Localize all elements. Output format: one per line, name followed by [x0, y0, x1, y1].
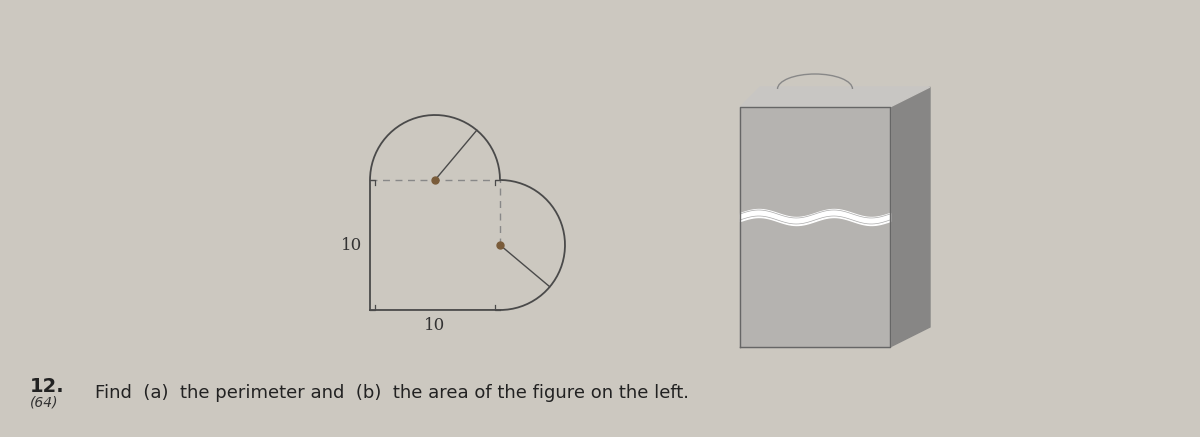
Text: 12.: 12. — [30, 378, 65, 396]
Text: 10: 10 — [425, 316, 445, 333]
Polygon shape — [890, 87, 930, 347]
Polygon shape — [740, 87, 930, 107]
Text: Find  (a)  the perimeter and  (b)  the area of the figure on the left.: Find (a) the perimeter and (b) the area … — [95, 384, 689, 402]
Text: (64): (64) — [30, 395, 59, 409]
Text: 10: 10 — [341, 236, 362, 253]
Polygon shape — [740, 107, 890, 347]
